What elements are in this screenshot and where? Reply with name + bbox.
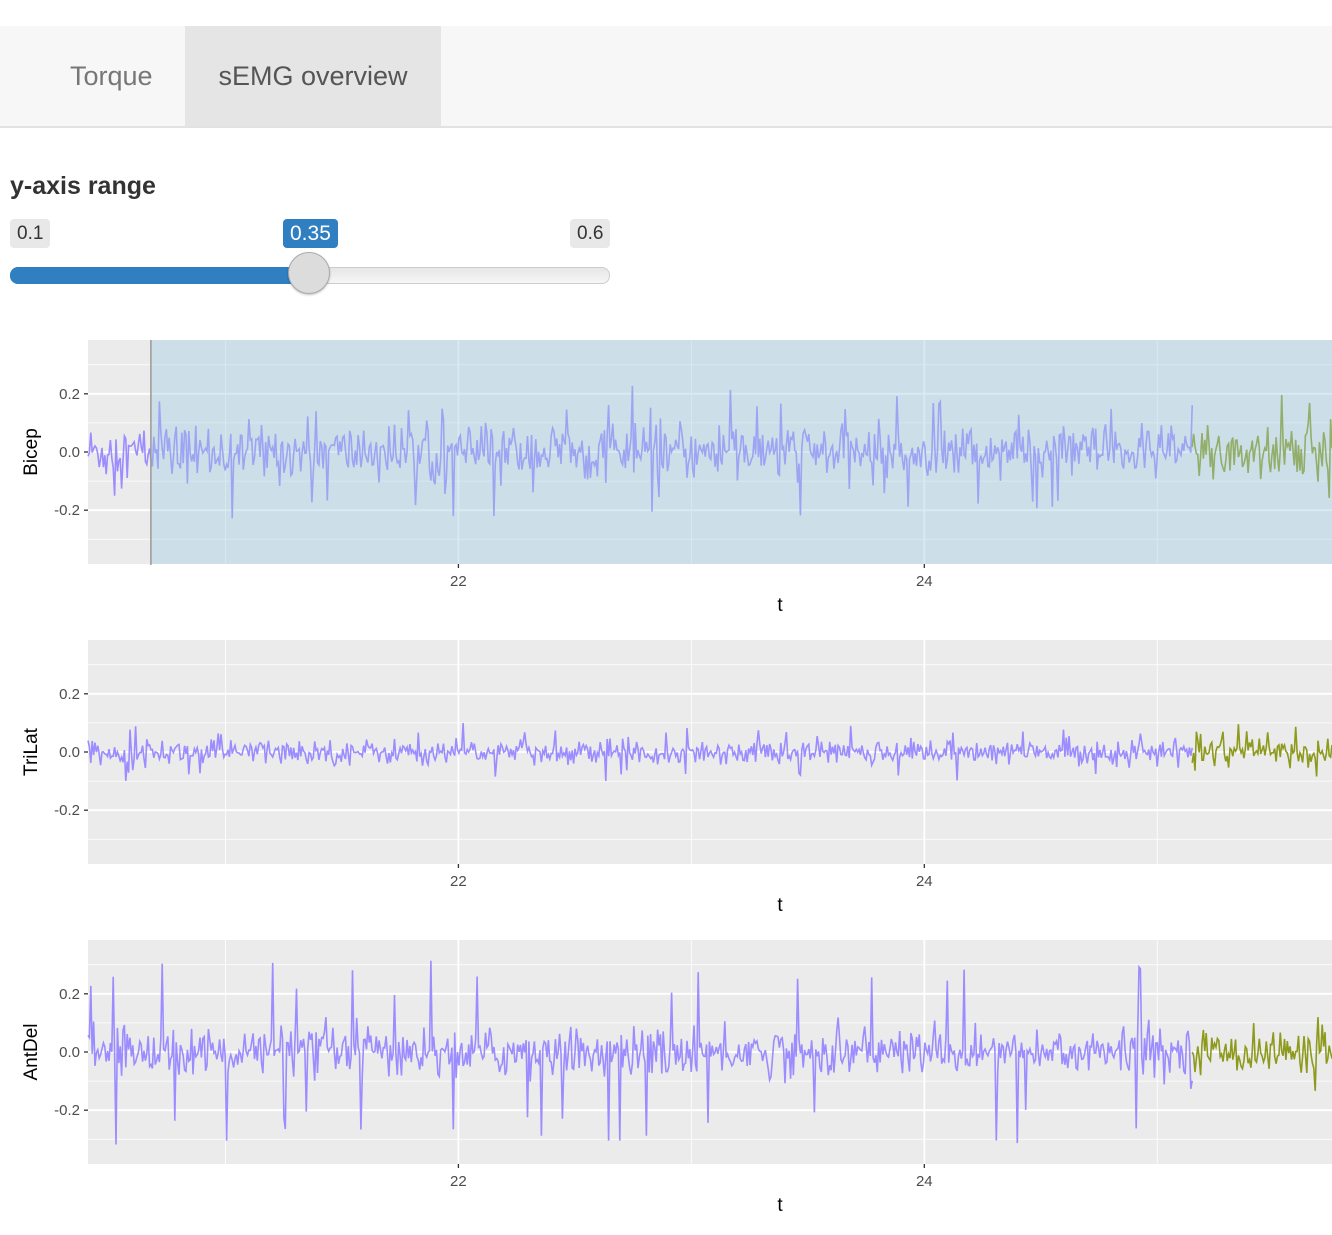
y-tick-label: -0.2 bbox=[54, 1102, 80, 1119]
y-tick-label: 0.2 bbox=[59, 986, 80, 1003]
y-tick-label: 0.0 bbox=[59, 444, 80, 461]
slider-title: y-axis range bbox=[10, 172, 156, 200]
x-tick-label: 24 bbox=[916, 1173, 933, 1190]
plot-trilat[interactable]: 0.2 0.0 -0.2 22 24 t TriLat bbox=[0, 630, 1332, 930]
slider-max-label: 0.6 bbox=[570, 219, 611, 248]
x-tick-label: 24 bbox=[916, 873, 933, 890]
signal-line-segment-1 bbox=[1191, 1017, 1332, 1091]
y-tick-label: 0.2 bbox=[59, 386, 80, 403]
x-tick-label: 22 bbox=[450, 873, 467, 890]
signal-line-segment-0 bbox=[87, 960, 1193, 1145]
plot-antdel[interactable]: 0.2 0.0 -0.2 22 24 t AntDel bbox=[0, 930, 1332, 1230]
slider-handle[interactable] bbox=[288, 252, 330, 294]
tab-torque[interactable]: Torque bbox=[70, 61, 153, 91]
x-axis-label: t bbox=[777, 1195, 783, 1216]
slider-min-label: 0.1 bbox=[10, 219, 51, 248]
y-axis-label: AntDel bbox=[21, 1023, 42, 1080]
y-axis-label: TriLat bbox=[21, 727, 42, 776]
tab-semg-overview[interactable]: sEMG overview bbox=[185, 26, 441, 126]
y-axis-label: Bicep bbox=[21, 428, 42, 476]
brush-selection bbox=[150, 340, 1332, 564]
signal-line-segment-1 bbox=[1191, 724, 1332, 777]
y-tick-label: -0.2 bbox=[54, 802, 80, 819]
x-tick-label: 24 bbox=[916, 573, 933, 590]
signal-line-segment-0 bbox=[87, 722, 1193, 782]
x-axis-label: t bbox=[777, 895, 783, 916]
slider-value-label: 0.35 bbox=[283, 219, 338, 248]
signal-line-segment-1 bbox=[1191, 394, 1332, 498]
y-tick-label: 0.0 bbox=[59, 1044, 80, 1061]
tab-bar: Torque sEMG overview bbox=[0, 26, 1332, 128]
signal-line-segment-0 bbox=[87, 385, 1193, 519]
y-tick-label: -0.2 bbox=[54, 502, 80, 519]
x-axis-label: t bbox=[777, 595, 783, 616]
slider-fill bbox=[10, 267, 310, 284]
plot-bicep[interactable]: 0.2 0.0 -0.2 22 24 t Bicep bbox=[0, 330, 1332, 630]
y-tick-label: 0.2 bbox=[59, 686, 80, 703]
y-tick-label: 0.0 bbox=[59, 744, 80, 761]
x-tick-label: 22 bbox=[450, 573, 467, 590]
x-tick-label: 22 bbox=[450, 1173, 467, 1190]
